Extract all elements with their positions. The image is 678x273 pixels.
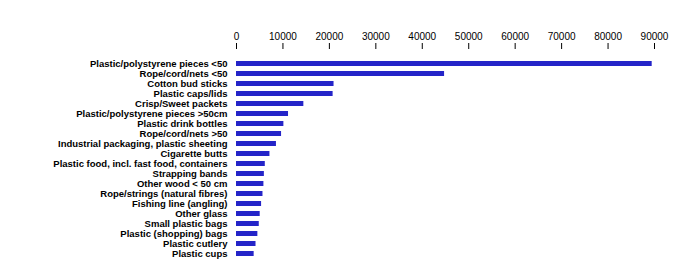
svg-text:Plastic food, incl. fast food,: Plastic food, incl. fast food, container… <box>53 158 228 169</box>
svg-text:50000: 50000 <box>455 31 483 42</box>
svg-text:Plastic/polystyrene pieces <50: Plastic/polystyrene pieces <50 <box>89 58 228 69</box>
svg-text:80000: 80000 <box>594 31 622 42</box>
svg-text:Plastic cutlery: Plastic cutlery <box>163 238 228 249</box>
svg-text:90000: 90000 <box>641 31 669 42</box>
svg-text:Rope/cord/nets <50: Rope/cord/nets <50 <box>139 68 228 79</box>
svg-text:Other glass: Other glass <box>175 208 228 219</box>
svg-text:Cigarette butts: Cigarette butts <box>160 148 228 159</box>
svg-text:20000: 20000 <box>315 31 343 42</box>
svg-text:Plastic cups: Plastic cups <box>172 248 227 259</box>
svg-text:60000: 60000 <box>501 31 529 42</box>
svg-text:Small plastic bags: Small plastic bags <box>144 218 228 229</box>
svg-text:Plastic caps/lids: Plastic caps/lids <box>153 88 228 99</box>
svg-text:Rope/strings (natural fibres): Rope/strings (natural fibres) <box>100 188 228 199</box>
svg-text:Plastic drink bottles: Plastic drink bottles <box>137 118 228 129</box>
svg-text:Crisp/Sweet packets: Crisp/Sweet packets <box>135 98 228 109</box>
svg-text:Plastic/polystyrene pieces >50: Plastic/polystyrene pieces >50cm <box>76 108 228 119</box>
svg-text:Cotton bud sticks: Cotton bud sticks <box>147 78 228 89</box>
svg-text:40000: 40000 <box>408 31 436 42</box>
svg-text:70000: 70000 <box>548 31 576 42</box>
svg-text:Fishing line (angling): Fishing line (angling) <box>132 198 228 209</box>
svg-text:Rope/cord/nets >50: Rope/cord/nets >50 <box>139 128 228 139</box>
svg-text:Strapping bands: Strapping bands <box>152 168 228 179</box>
svg-text:Other wood < 50 cm: Other wood < 50 cm <box>137 178 228 189</box>
svg-text:Industrial packaging, plastic: Industrial packaging, plastic sheeting <box>58 138 228 149</box>
svg-text:30000: 30000 <box>362 31 390 42</box>
svg-text:Plastic (shopping) bags: Plastic (shopping) bags <box>120 228 228 239</box>
svg-text:0: 0 <box>234 31 240 42</box>
svg-text:10000: 10000 <box>269 31 297 42</box>
